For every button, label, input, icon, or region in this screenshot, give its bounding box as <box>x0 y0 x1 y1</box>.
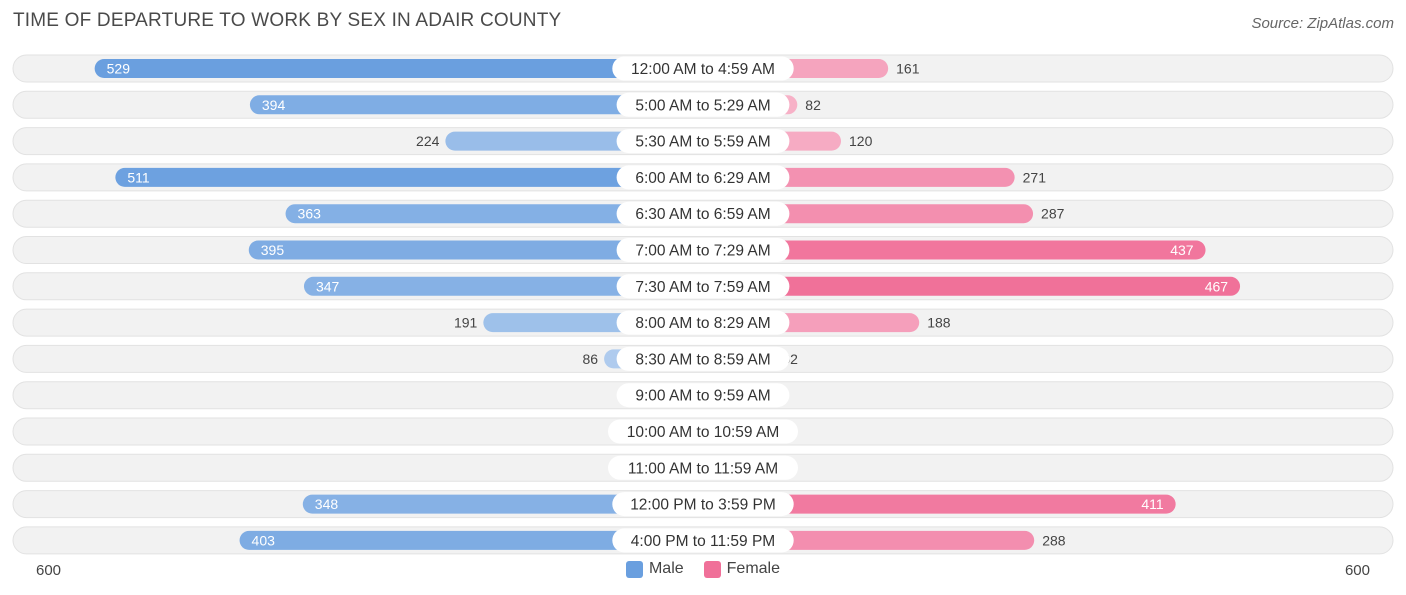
category-label-background <box>608 455 798 480</box>
legend-item-female: Female <box>703 560 781 578</box>
legend-female-label: Female <box>726 560 781 577</box>
axis-right-tick: 600 <box>1344 562 1370 579</box>
male-bar <box>302 494 703 514</box>
category-label: 7:30 AM to 7:59 AM <box>635 279 770 296</box>
female-bar <box>703 240 1206 260</box>
category-label: 5:30 AM to 5:59 AM <box>635 134 770 151</box>
category-label-background <box>616 383 790 408</box>
male-bar <box>239 530 704 550</box>
male-bar <box>115 167 704 187</box>
female-value-label: 467 <box>1205 278 1229 294</box>
male-value-label: 395 <box>261 242 285 258</box>
category-label: 7:00 AM to 7:29 AM <box>635 243 770 260</box>
female-swatch <box>703 560 721 578</box>
chart-title: TIME OF DEPARTURE TO WORK BY SEX IN ADAI… <box>13 10 562 31</box>
category-label: 6:30 AM to 6:59 AM <box>635 206 770 223</box>
category-label-background <box>616 129 790 154</box>
male-value-label: 191 <box>454 315 478 331</box>
category-label-background <box>616 165 790 190</box>
category-label-background <box>612 528 794 553</box>
legend-item-male: Male <box>625 560 684 578</box>
category-label-background <box>616 92 790 117</box>
legend: Male Female <box>0 560 1406 578</box>
female-value-label: 82 <box>805 97 821 113</box>
category-label: 6:00 AM to 6:29 AM <box>635 170 770 187</box>
male-value-label: 394 <box>262 97 286 113</box>
category-label: 5:00 AM to 5:29 AM <box>635 97 770 114</box>
female-value-label: 287 <box>1041 206 1065 222</box>
male-bar <box>249 95 703 115</box>
female-bar <box>703 276 1241 296</box>
category-label-background <box>612 492 794 517</box>
male-value-label: 511 <box>127 169 150 185</box>
source-label: Source: ZipAtlas.com <box>1251 15 1394 32</box>
category-label-background <box>608 419 798 444</box>
category-label: 11:00 AM to 11:59 AM <box>628 460 778 477</box>
male-value-label: 224 <box>416 133 440 149</box>
male-bar <box>94 59 703 78</box>
category-label: 12:00 PM to 3:59 PM <box>630 497 776 514</box>
category-label-background <box>616 201 790 226</box>
axis-left-tick: 600 <box>36 562 62 579</box>
female-value-label: 188 <box>927 315 951 331</box>
category-label: 10:00 AM to 10:59 AM <box>627 424 780 441</box>
male-value-label: 403 <box>252 532 276 548</box>
male-bar <box>285 204 703 224</box>
male-value-label: 529 <box>107 61 131 77</box>
category-label-background <box>616 274 790 299</box>
category-label: 8:30 AM to 8:59 AM <box>635 351 770 368</box>
category-label-background <box>616 310 790 335</box>
category-label-background <box>616 346 790 371</box>
male-value-label: 348 <box>315 496 339 512</box>
male-swatch <box>625 560 643 578</box>
category-label: 9:00 AM to 9:59 AM <box>635 388 770 405</box>
male-value-label: 363 <box>298 206 322 222</box>
male-bar <box>303 276 703 296</box>
female-value-label: 437 <box>1170 242 1194 258</box>
category-label-background <box>612 56 794 81</box>
female-value-label: 120 <box>849 133 873 149</box>
legend-male-label: Male <box>648 560 684 577</box>
category-label: 4:00 PM to 11:59 PM <box>631 533 775 550</box>
female-value-label: 288 <box>1042 532 1066 548</box>
male-value-label: 347 <box>316 278 340 294</box>
category-label: 12:00 AM to 4:59 AM <box>631 61 775 78</box>
female-bar <box>703 494 1176 514</box>
female-value-label: 271 <box>1023 169 1047 185</box>
category-label: 8:00 AM to 8:29 AM <box>635 315 770 332</box>
male-value-label: 86 <box>583 351 599 367</box>
female-value-label: 411 <box>1141 496 1164 512</box>
category-label-background <box>616 238 790 262</box>
female-value-label: 161 <box>896 61 920 77</box>
male-bar <box>248 240 703 260</box>
